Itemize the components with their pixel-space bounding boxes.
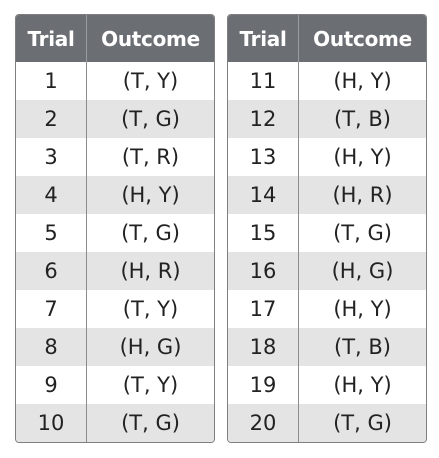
- trial-cell: 17: [228, 290, 299, 328]
- table-row: 19 (H, Y): [228, 366, 426, 404]
- outcome-cell: (T, G): [121, 411, 180, 435]
- outcome-cell: (T, Y): [122, 373, 179, 397]
- table-row: 3 (T, R): [16, 138, 214, 176]
- table-row: 6 (H, R): [16, 252, 214, 290]
- trial-cell: 4: [16, 176, 87, 214]
- outcome-cell: (T, G): [333, 221, 392, 245]
- outcome-cell: (H, Y): [333, 69, 392, 93]
- outcome-cell: (T, G): [121, 107, 180, 131]
- trial-cell: 7: [16, 290, 87, 328]
- trial-cell: 11: [228, 62, 299, 100]
- table-row: 16 (H, G): [228, 252, 426, 290]
- outcome-cell: (H, R): [332, 183, 393, 207]
- outcome-cell: (T, Y): [122, 69, 179, 93]
- outcome-cell: (H, R): [120, 259, 181, 283]
- outcome-cell: (T, B): [334, 335, 391, 359]
- trial-cell: 10: [16, 404, 87, 442]
- trial-cell: 15: [228, 214, 299, 252]
- trial-cell: 1: [16, 62, 87, 100]
- table-row: 12 (T, B): [228, 100, 426, 138]
- table-row: 4 (H, Y): [16, 176, 214, 214]
- table-row: 14 (H, R): [228, 176, 426, 214]
- header-outcome: Outcome: [313, 26, 412, 51]
- trial-cell: 3: [16, 138, 87, 176]
- trial-cell: 2: [16, 100, 87, 138]
- trial-cell: 20: [228, 404, 299, 442]
- trial-cell: 13: [228, 138, 299, 176]
- trial-cell: 9: [16, 366, 87, 404]
- trial-cell: 5: [16, 214, 87, 252]
- table-row: 7 (T, Y): [16, 290, 214, 328]
- table-row: 11 (H, Y): [228, 62, 426, 100]
- table-row: 20 (T, G): [228, 404, 426, 442]
- table-row: 18 (T, B): [228, 328, 426, 366]
- table-header-row: Trial Outcome: [228, 15, 426, 62]
- trial-table-left: Trial Outcome 1 (T, Y) 2 (T, G) 3 (T, R)…: [15, 14, 215, 443]
- trial-cell: 19: [228, 366, 299, 404]
- table-row: 5 (T, G): [16, 214, 214, 252]
- outcome-cell: (T, G): [333, 411, 392, 435]
- table-row: 10 (T, G): [16, 404, 214, 442]
- header-outcome: Outcome: [101, 26, 200, 51]
- table-row: 1 (T, Y): [16, 62, 214, 100]
- outcome-cell: (H, G): [119, 335, 182, 359]
- outcome-cell: (H, G): [331, 259, 394, 283]
- outcome-cell: (H, Y): [333, 297, 392, 321]
- table-row: 13 (H, Y): [228, 138, 426, 176]
- trial-cell: 14: [228, 176, 299, 214]
- table-row: 2 (T, G): [16, 100, 214, 138]
- trial-cell: 8: [16, 328, 87, 366]
- outcome-cell: (T, Y): [122, 297, 179, 321]
- trial-cell: 12: [228, 100, 299, 138]
- trial-cell: 6: [16, 252, 87, 290]
- table-row: 17 (H, Y): [228, 290, 426, 328]
- header-trial: Trial: [228, 15, 299, 62]
- header-trial: Trial: [16, 15, 87, 62]
- table-row: 8 (H, G): [16, 328, 214, 366]
- trial-cell: 16: [228, 252, 299, 290]
- outcome-cell: (T, R): [121, 145, 180, 169]
- outcome-cell: (H, Y): [333, 145, 392, 169]
- outcome-cell: (H, Y): [333, 373, 392, 397]
- table-header-row: Trial Outcome: [16, 15, 214, 62]
- table-row: 9 (T, Y): [16, 366, 214, 404]
- trial-cell: 18: [228, 328, 299, 366]
- outcome-cell: (T, G): [121, 221, 180, 245]
- outcome-cell: (H, Y): [121, 183, 180, 207]
- table-row: 15 (T, G): [228, 214, 426, 252]
- trial-table-right: Trial Outcome 11 (H, Y) 12 (T, B) 13 (H,…: [227, 14, 427, 443]
- outcome-cell: (T, B): [334, 107, 391, 131]
